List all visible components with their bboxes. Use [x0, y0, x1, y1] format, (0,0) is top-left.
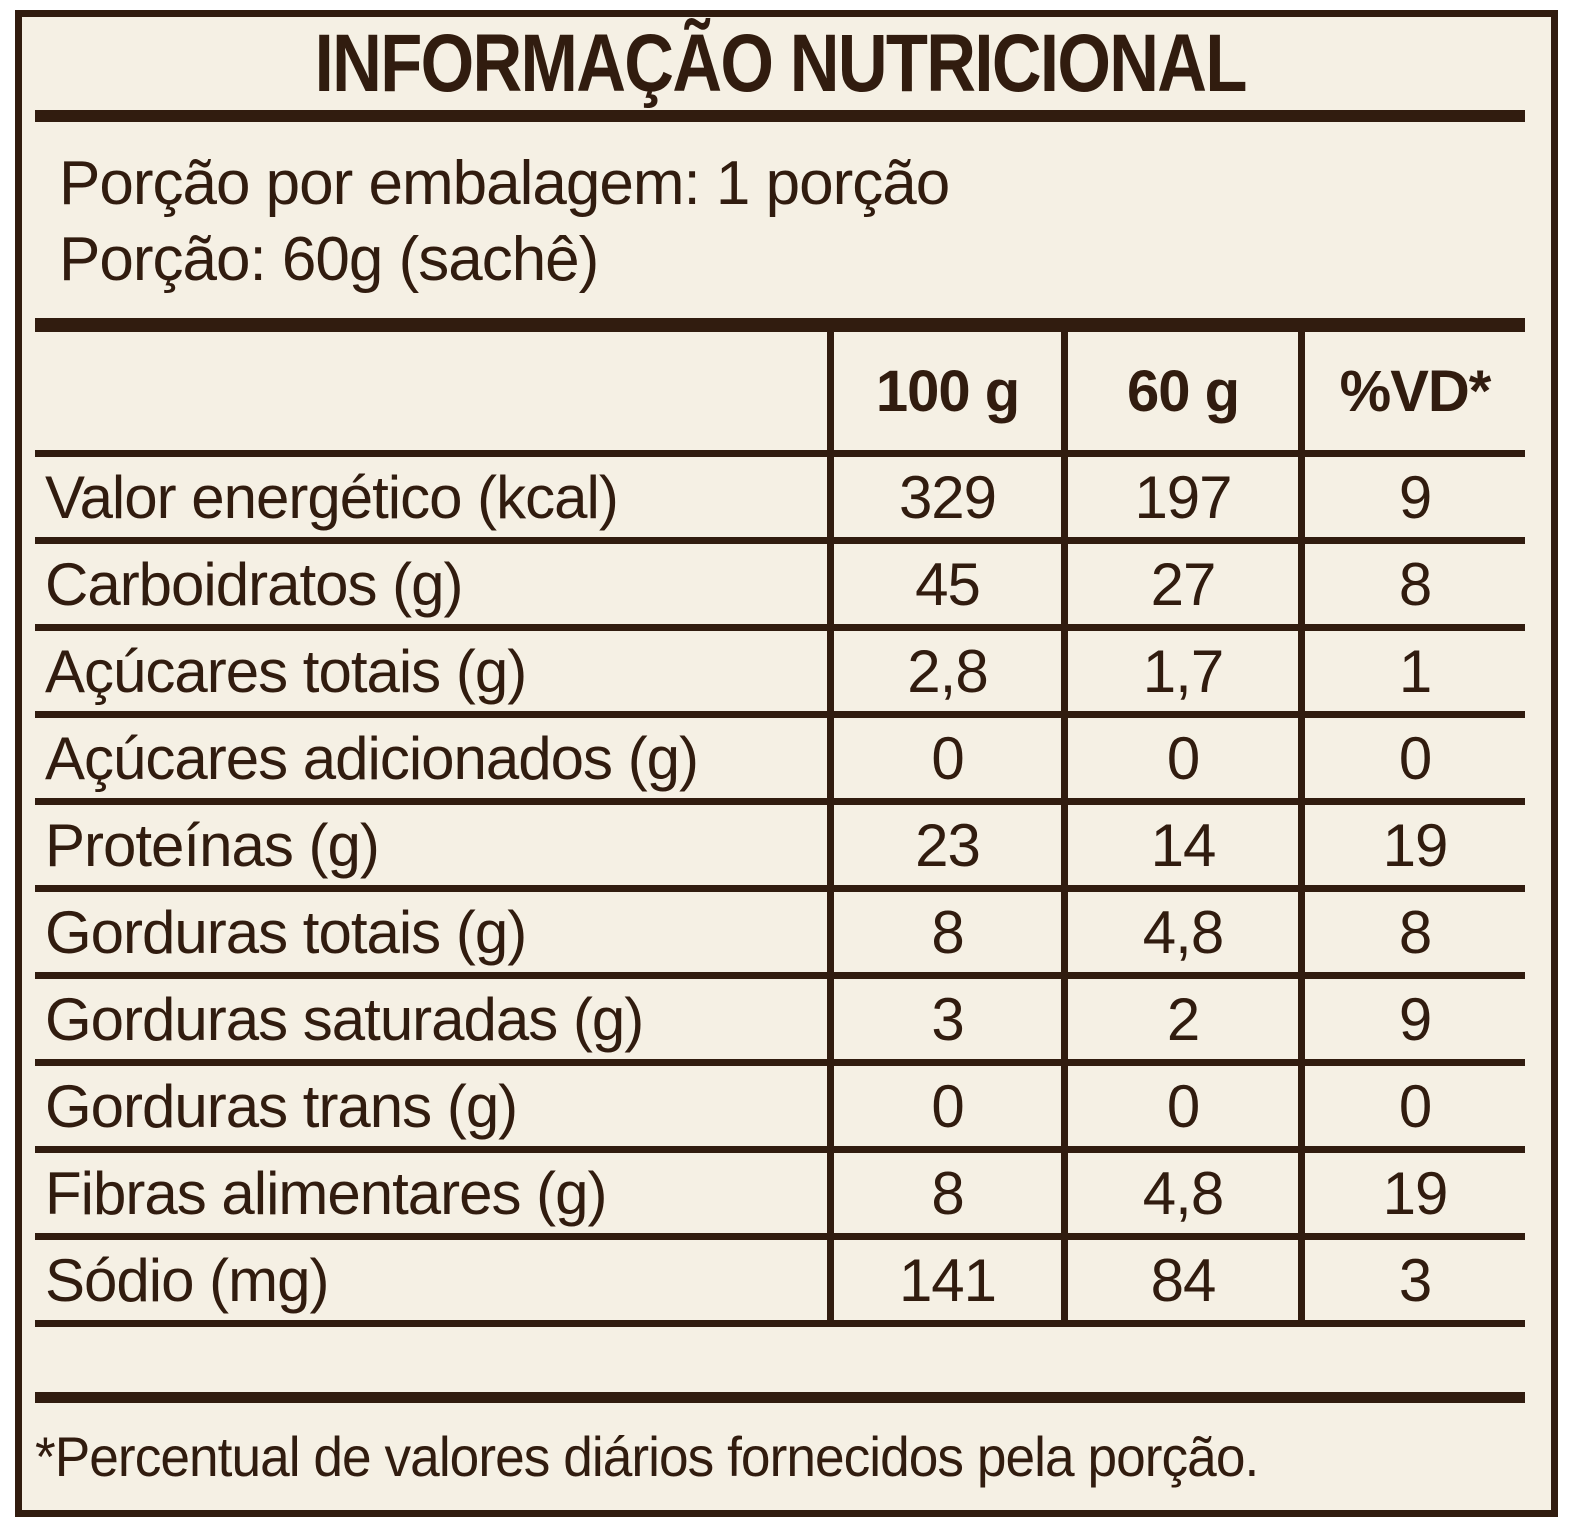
table-row: Valor energético (kcal) 329 197 9 — [35, 457, 1525, 544]
value-vd: 8 — [1298, 892, 1525, 972]
value-100g: 0 — [827, 1066, 1061, 1146]
footnote: *Percentual de valores diários fornecido… — [35, 1403, 1525, 1495]
table-row: Açúcares totais (g) 2,8 1,7 1 — [35, 631, 1525, 718]
value-60g: 27 — [1061, 544, 1298, 624]
value-vd: 0 — [1298, 718, 1525, 798]
value-100g: 3 — [827, 979, 1061, 1059]
value-60g: 14 — [1061, 805, 1298, 885]
table-row: Gorduras totais (g) 8 4,8 8 — [35, 892, 1525, 979]
title-rule — [35, 110, 1525, 122]
value-100g: 329 — [827, 457, 1061, 537]
value-vd: 8 — [1298, 544, 1525, 624]
table-row: Carboidratos (g) 45 27 8 — [35, 544, 1525, 631]
row-label: Gorduras trans (g) — [45, 1072, 518, 1140]
table-row: Sódio (mg) 141 84 3 — [35, 1240, 1525, 1327]
value-vd: 3 — [1298, 1240, 1525, 1320]
serving-info: Porção por embalagem: 1 porção Porção: 6… — [35, 122, 1525, 318]
value-60g: 4,8 — [1061, 1153, 1298, 1233]
table-row: Proteínas (g) 23 14 19 — [35, 805, 1525, 892]
value-100g: 8 — [827, 892, 1061, 972]
value-100g: 8 — [827, 1153, 1061, 1233]
row-label: Gorduras totais (g) — [45, 898, 527, 966]
value-100g: 2,8 — [827, 631, 1061, 711]
value-vd: 9 — [1298, 979, 1525, 1059]
value-100g: 141 — [827, 1240, 1061, 1320]
row-label: Fibras alimentares (g) — [45, 1159, 608, 1227]
value-60g: 197 — [1061, 457, 1298, 537]
footnote-text: *Percentual de valores diários fornecido… — [35, 1425, 1259, 1488]
row-label: Sódio (mg) — [45, 1246, 329, 1314]
value-100g: 0 — [827, 718, 1061, 798]
row-label: Carboidratos (g) — [45, 550, 464, 618]
label-header: INFORMAÇÃO NUTRICIONAL — [35, 17, 1525, 110]
row-label: Açúcares adicionados (g) — [45, 724, 699, 792]
value-100g: 45 — [827, 544, 1061, 624]
row-label: Proteínas (g) — [45, 811, 380, 879]
value-60g: 0 — [1061, 718, 1298, 798]
row-label: Gorduras saturadas (g) — [45, 985, 644, 1053]
table-row: Gorduras trans (g) 0 0 0 — [35, 1066, 1525, 1153]
value-60g: 4,8 — [1061, 892, 1298, 972]
value-vd: 19 — [1298, 1153, 1525, 1233]
value-60g: 2 — [1061, 979, 1298, 1059]
header-vd: %VD* — [1298, 332, 1525, 450]
value-vd: 1 — [1298, 631, 1525, 711]
value-vd: 19 — [1298, 805, 1525, 885]
row-label: Valor energético (kcal) — [45, 463, 619, 531]
value-60g: 0 — [1061, 1066, 1298, 1146]
value-60g: 84 — [1061, 1240, 1298, 1320]
header-empty-cell — [35, 332, 827, 450]
table-row: Açúcares adicionados (g) 0 0 0 — [35, 718, 1525, 805]
value-vd: 9 — [1298, 457, 1525, 537]
row-label: Açúcares totais (g) — [45, 637, 527, 705]
table-header-row: 100 g 60 g %VD* — [35, 318, 1525, 457]
nutrition-label: INFORMAÇÃO NUTRICIONAL Porção por embala… — [15, 10, 1558, 1517]
nutrition-table: 100 g 60 g %VD* Valor energético (kcal) … — [35, 318, 1525, 1327]
serving-portion: Porção: 60g (sachê) — [59, 225, 599, 294]
header-100g: 100 g — [827, 332, 1061, 450]
header-60g: 60 g — [1061, 332, 1298, 450]
table-row: Gorduras saturadas (g) 3 2 9 — [35, 979, 1525, 1066]
value-vd: 0 — [1298, 1066, 1525, 1146]
footnote-rule — [35, 1392, 1525, 1403]
value-60g: 1,7 — [1061, 631, 1298, 711]
spacer — [35, 1327, 1525, 1392]
value-100g: 23 — [827, 805, 1061, 885]
label-title: INFORMAÇÃO NUTRICIONAL — [314, 17, 1247, 109]
serving-per-package: Porção por embalagem: 1 porção — [59, 149, 950, 218]
table-row: Fibras alimentares (g) 8 4,8 19 — [35, 1153, 1525, 1240]
